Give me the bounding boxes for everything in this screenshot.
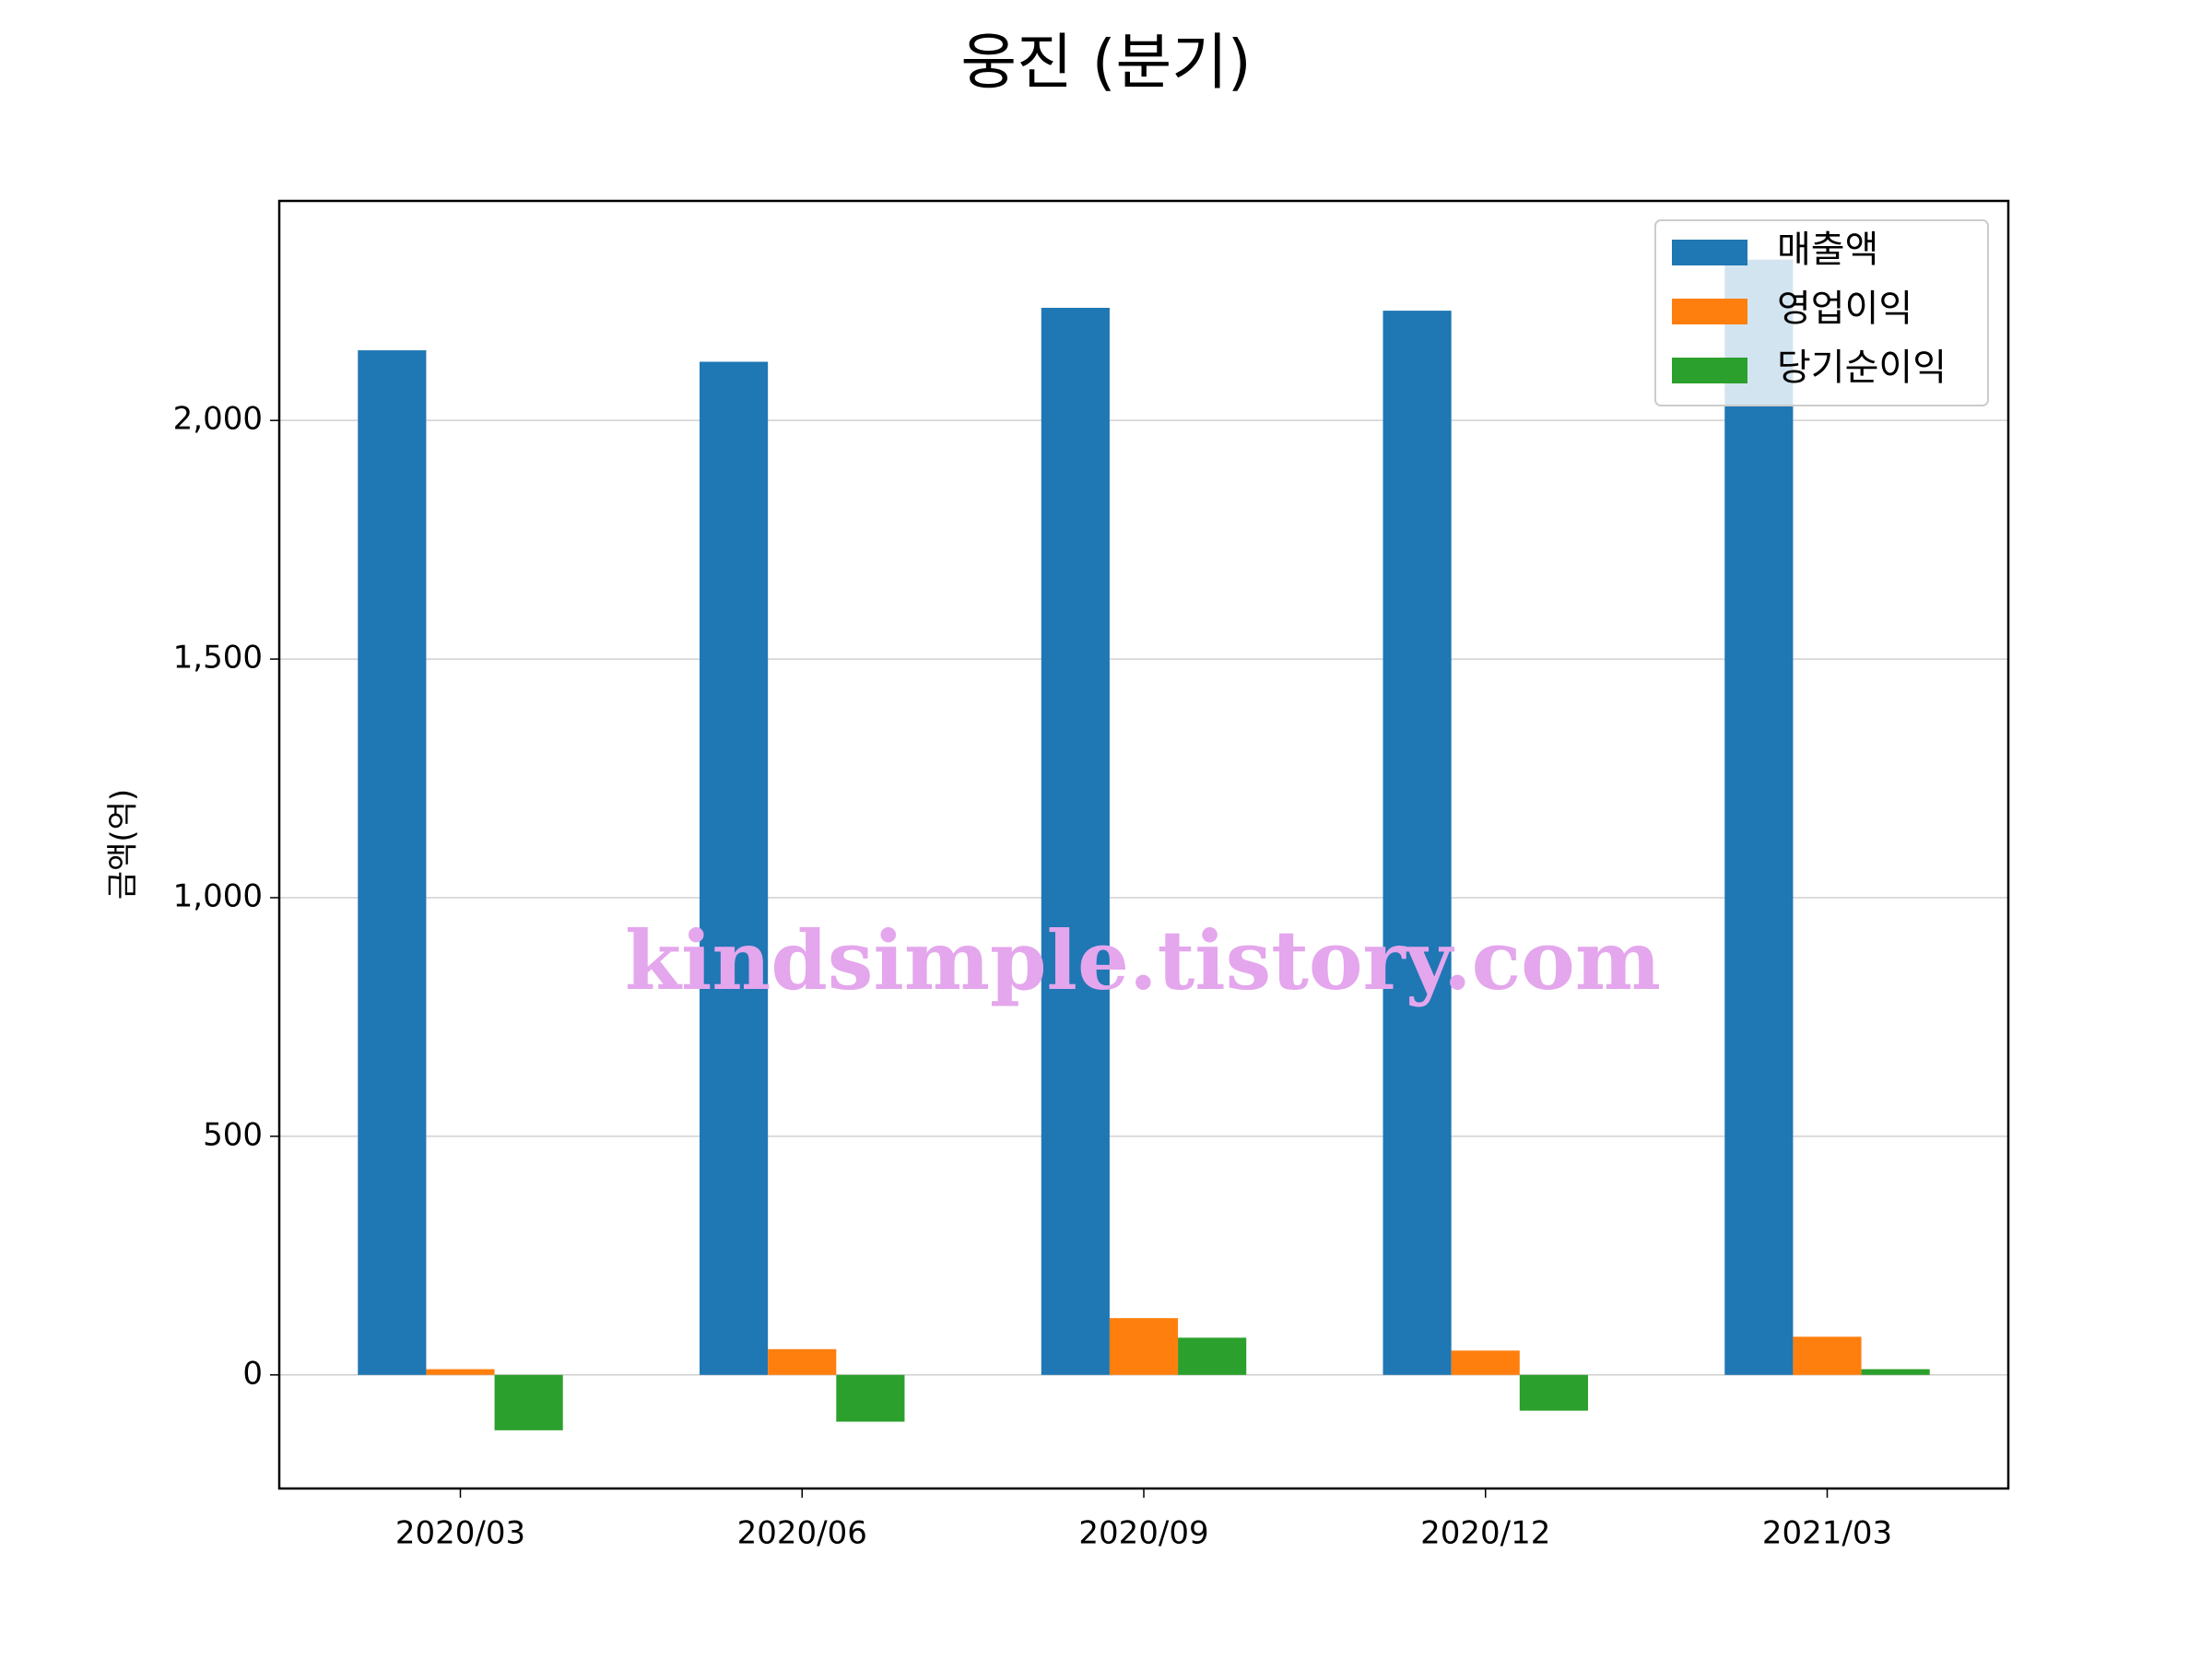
legend-label: 매출액	[1777, 229, 1878, 271]
y-tick-label: 0	[242, 1355, 263, 1392]
x-tick-label: 2020/12	[1420, 1515, 1550, 1552]
bar	[700, 361, 769, 1375]
bar	[1451, 1350, 1520, 1375]
bar	[1861, 1369, 1930, 1375]
legend-swatch	[1672, 240, 1747, 265]
bar	[1724, 259, 1794, 1375]
watermark: kindsimple.tistory.com	[625, 912, 1661, 1008]
bar	[494, 1374, 563, 1430]
legend-label: 영업이익	[1777, 288, 1912, 330]
legend-label: 당기순이익	[1777, 347, 1947, 389]
bar	[426, 1369, 495, 1375]
y-axis-label: 금액(억)	[105, 789, 142, 900]
bar	[1178, 1337, 1247, 1375]
x-tick-label: 2020/06	[737, 1515, 867, 1552]
bar	[768, 1348, 837, 1375]
y-tick-label: 1,000	[173, 877, 263, 914]
y-tick-label: 1,500	[173, 640, 263, 677]
legend-swatch	[1672, 358, 1747, 383]
y-tick-label: 500	[203, 1116, 263, 1153]
bar	[1382, 311, 1452, 1375]
bar	[1519, 1374, 1588, 1411]
bar	[358, 350, 427, 1375]
bar	[836, 1374, 905, 1422]
bar	[1793, 1336, 1862, 1375]
y-tick-label: 2,000	[173, 401, 263, 438]
legend-swatch	[1672, 299, 1747, 324]
bar	[1041, 307, 1110, 1375]
x-tick-label: 2020/03	[395, 1515, 525, 1552]
bar	[1109, 1318, 1179, 1375]
x-tick-label: 2020/09	[1078, 1515, 1208, 1552]
plot-frame	[277, 199, 2010, 1490]
chart-title: 웅진 (분기)	[960, 27, 1251, 98]
x-tick-label: 2021/03	[1762, 1515, 1892, 1552]
